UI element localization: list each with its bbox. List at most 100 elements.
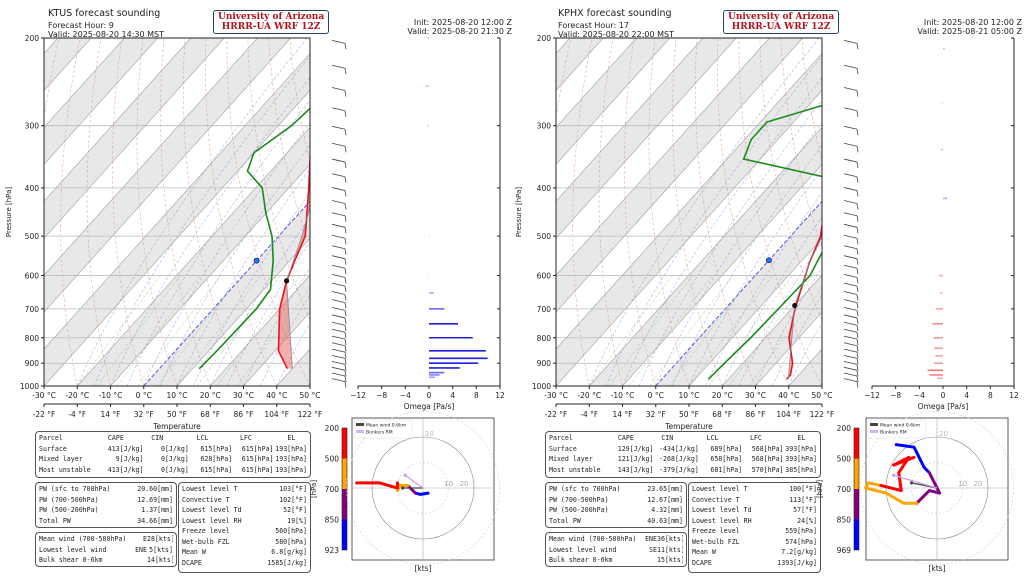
omega-tick-label: 12 xyxy=(1009,391,1019,400)
wind-barb-staff xyxy=(332,274,345,277)
pressure-tick-label: 600 xyxy=(537,272,552,281)
parcel-header-cell: LCL xyxy=(189,433,232,444)
wind-barb-staff xyxy=(844,256,857,259)
wind-barb-flag xyxy=(857,277,858,283)
omega-tick-label: 8 xyxy=(988,391,993,400)
wind-barb-flag xyxy=(345,358,346,364)
legend-bunkers-swatch xyxy=(870,430,878,433)
thermo-label: Lowest level T xyxy=(182,484,257,495)
wind-barb-flag xyxy=(345,325,346,331)
parcel-cell: 615[hPa] xyxy=(232,454,273,465)
parcel-cell: 615[hPa] xyxy=(189,444,232,455)
wind-label: Bulk shear 0-6km xyxy=(39,555,133,566)
wind-barb xyxy=(332,188,346,197)
omega-tick-label: 0 xyxy=(427,391,432,400)
isotherm-line xyxy=(822,38,1024,386)
wind-barb-staff xyxy=(844,379,857,382)
dry-adiabat xyxy=(844,38,989,386)
wind-barb-staff xyxy=(332,88,345,91)
wind-barb-flag xyxy=(345,43,346,49)
parcel-cell: -268[J/kg] xyxy=(653,454,698,465)
wind-barb-flag xyxy=(857,249,858,255)
wind-value: 15[kts] xyxy=(657,555,683,566)
wind-barb xyxy=(332,126,346,135)
wind-barb xyxy=(844,265,858,274)
thermo-value: 52[°F] xyxy=(257,505,307,516)
parcel-cell: 689[hPa] xyxy=(699,444,742,455)
fahrenheit-tick-label: 32 °F xyxy=(646,410,666,419)
wind-barb-flag xyxy=(857,332,858,338)
parcel-header-cell: CIN xyxy=(143,433,188,444)
wind-barb-staff xyxy=(332,126,345,129)
parcel-cell: 393[hPa] xyxy=(784,454,818,465)
pressure-tick-label: 200 xyxy=(537,34,552,43)
omega-tick-label: −4 xyxy=(400,391,411,400)
wind-barb-staff xyxy=(332,159,345,162)
parcel-cell: 385[hPa] xyxy=(784,465,818,476)
wind-barb-flag xyxy=(857,259,858,265)
bunkers-arrowhead xyxy=(404,474,407,477)
marker-freeze xyxy=(254,258,259,263)
wind-barb-staff xyxy=(844,307,857,310)
wind-barb-flag xyxy=(857,376,858,382)
thermo-label: DCAPE xyxy=(692,558,767,569)
parcel-header-cell: Parcel xyxy=(549,433,610,444)
pressure-tick-label: 400 xyxy=(25,184,40,193)
hodo-level-label: 200 xyxy=(325,424,340,433)
wind-barb-flag xyxy=(857,68,858,74)
pw-value: 12.67[mm] xyxy=(637,495,683,506)
sounding-panel-ktus: KTUS forecast sounding Forecast Hour: 9 … xyxy=(0,0,512,577)
dry-adiabat xyxy=(823,38,955,386)
celsius-tick-label: 50 °C xyxy=(812,391,833,400)
wind-barb-staff xyxy=(332,201,345,204)
omega-tick-label: −12 xyxy=(350,391,366,400)
parcel-cell: 568[hPa] xyxy=(742,444,783,455)
pressure-tick-label: 700 xyxy=(25,305,40,314)
wind-row: Bulk shear 0-6km 15[kts] xyxy=(549,555,683,566)
wind-barb-flag xyxy=(345,318,346,324)
wind-barb-flag xyxy=(345,364,346,370)
wind-barb-staff xyxy=(332,367,345,370)
pressure-tick-label: 900 xyxy=(25,359,40,368)
wind-barb-staff xyxy=(844,329,857,332)
fahrenheit-tick-label: -22 °F xyxy=(33,410,56,419)
wind-barb-staff xyxy=(332,315,345,318)
wind-label: Bulk shear 0-6km xyxy=(549,555,643,566)
thermo-value: 559[hPa] xyxy=(767,526,817,537)
parcel-cell: 193[hPa] xyxy=(274,444,308,455)
parcel-cell: 0[J/kg] xyxy=(143,454,188,465)
wind-barb-flag xyxy=(345,286,346,292)
wind-barb xyxy=(332,224,346,233)
celsius-tick-label: -10 °C xyxy=(99,391,123,400)
wind-barb-flag xyxy=(345,370,346,376)
omega-axis-label: Omega [Pa/s] xyxy=(404,402,455,411)
pressure-axis-label: Pressure [hPa] xyxy=(5,187,13,237)
parcel-cell: -379[J/kg] xyxy=(653,465,698,476)
hodo-level-label: 850 xyxy=(325,516,340,525)
wind-barb-flag xyxy=(345,129,346,135)
parcel-cell: 628[hPa] xyxy=(189,454,232,465)
celsius-tick-label: 40 °C xyxy=(266,391,287,400)
wind-barb xyxy=(844,373,858,382)
pressure-tick-label: 500 xyxy=(25,232,40,241)
omega-tick-label: 8 xyxy=(474,391,479,400)
wind-barb xyxy=(844,159,858,168)
thermo-label: Lowest level Td xyxy=(182,505,257,516)
wind-direction: ENE xyxy=(133,545,147,556)
wind-barb xyxy=(332,235,346,244)
wind-barb-staff xyxy=(844,224,857,227)
parcel-cell: 0[J/kg] xyxy=(143,465,188,476)
hodo-colorbar-segment xyxy=(342,459,347,490)
fahrenheit-tick-label: -22 °F xyxy=(545,410,568,419)
wind-barb-flag xyxy=(345,346,346,352)
parcel-cell: 9[J/kg] xyxy=(100,454,143,465)
parcel-cell: 129[J/kg] xyxy=(610,444,653,455)
wind-barb-flag xyxy=(345,376,346,382)
pw-label: PW (sfc to 700hPa) xyxy=(549,484,637,495)
